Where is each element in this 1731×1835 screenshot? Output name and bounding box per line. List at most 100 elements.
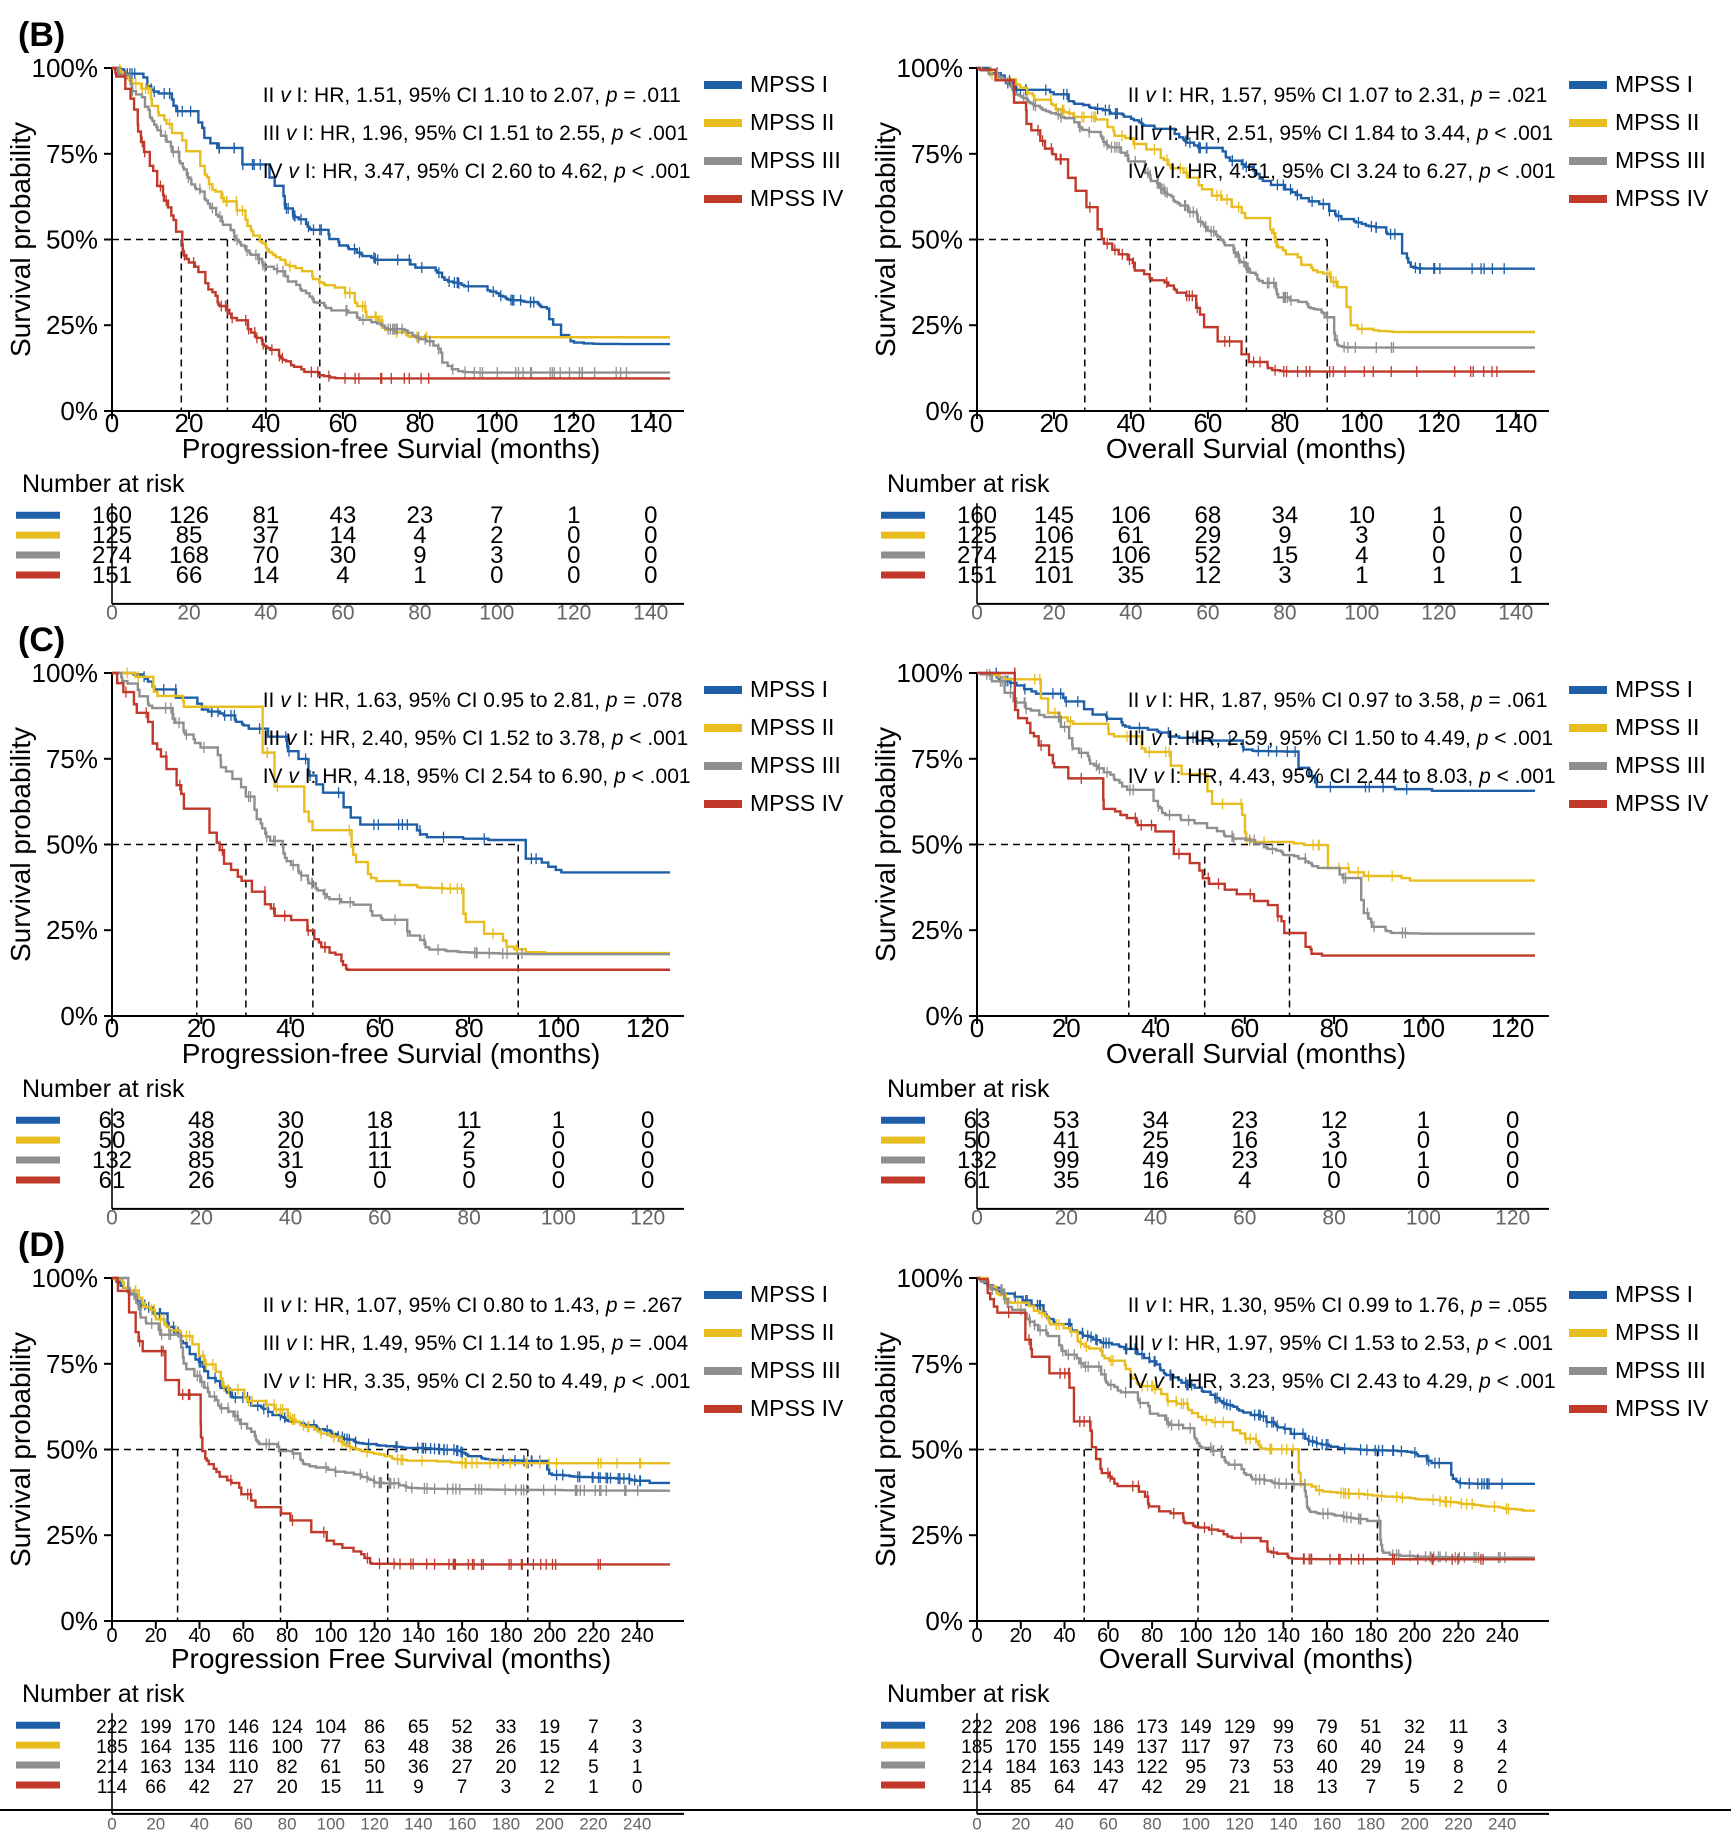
svg-text:MPSS I: MPSS I [750,71,828,97]
svg-text:85: 85 [1010,1777,1031,1798]
svg-text:35: 35 [1053,1167,1080,1194]
svg-text:MPSS IV: MPSS IV [1615,1395,1709,1421]
svg-text:Survival probability: Survival probability [5,727,36,962]
svg-text:III v I: HR, 2.40, 95% CI 1.52: III v I: HR, 2.40, 95% CI 1.52 to 3.78, … [263,727,689,750]
svg-text:134: 134 [184,1757,216,1778]
svg-text:149: 149 [1180,1717,1212,1738]
svg-text:III v I: HR, 1.49, 95% CI 1.14: III v I: HR, 1.49, 95% CI 1.14 to 1.95, … [263,1332,689,1355]
svg-text:20: 20 [145,1625,167,1647]
svg-text:40: 40 [1053,1625,1075,1647]
svg-text:1: 1 [1509,562,1522,589]
svg-text:Survival probability: Survival probability [870,122,901,357]
svg-text:42: 42 [189,1777,210,1798]
svg-text:32: 32 [1404,1717,1425,1738]
svg-text:2: 2 [1453,1777,1464,1798]
svg-text:29: 29 [1185,1777,1206,1798]
svg-text:100%: 100% [897,658,964,688]
svg-text:25%: 25% [911,310,963,340]
svg-text:163: 163 [140,1757,172,1778]
svg-text:0: 0 [567,562,580,589]
svg-text:3: 3 [501,1777,512,1798]
svg-text:14: 14 [253,562,280,589]
svg-text:120: 120 [626,1013,669,1043]
svg-text:MPSS III: MPSS III [750,752,841,778]
svg-text:MPSS I: MPSS I [1615,1281,1693,1307]
svg-text:151: 151 [957,562,997,589]
svg-text:7: 7 [457,1777,468,1798]
svg-text:117: 117 [1181,1737,1211,1758]
svg-text:Number at risk: Number at risk [887,1079,1050,1103]
svg-text:140: 140 [1494,408,1537,438]
svg-text:50%: 50% [911,1435,963,1465]
svg-text:4: 4 [1497,1737,1508,1758]
svg-text:MPSS III: MPSS III [1615,147,1706,173]
svg-text:149: 149 [1092,1737,1124,1758]
svg-text:13: 13 [1317,1777,1338,1798]
svg-text:21: 21 [1229,1777,1250,1798]
svg-text:MPSS III: MPSS III [750,147,841,173]
svg-text:214: 214 [961,1757,993,1778]
svg-text:116: 116 [228,1737,258,1758]
svg-text:III v I: HR, 1.96, 95% CI 1.51: III v I: HR, 1.96, 95% CI 1.51 to 2.55, … [263,122,689,145]
svg-text:60: 60 [1317,1737,1338,1758]
svg-text:75%: 75% [911,744,963,774]
svg-text:19: 19 [539,1717,560,1738]
svg-text:114: 114 [962,1777,993,1798]
svg-text:2: 2 [1497,1757,1508,1778]
svg-text:124: 124 [271,1717,303,1738]
svg-text:Number at risk: Number at risk [22,1684,185,1708]
svg-text:II v I: HR, 1.87, 95% CI 0.97: II v I: HR, 1.87, 95% CI 0.97 to 3.58, p… [1128,689,1548,712]
svg-text:50%: 50% [46,830,98,860]
svg-text:40: 40 [1317,1757,1338,1778]
svg-text:26: 26 [188,1167,215,1194]
svg-text:Overall Survial (months): Overall Survial (months) [1106,433,1406,464]
svg-text:Number at risk: Number at risk [22,474,185,498]
svg-text:11: 11 [365,1777,385,1798]
svg-text:135: 135 [184,1737,216,1758]
svg-text:4: 4 [588,1737,599,1758]
svg-text:186: 186 [1092,1717,1124,1738]
svg-text:0: 0 [373,1167,386,1194]
svg-text:12: 12 [1195,562,1222,589]
svg-text:75%: 75% [46,1349,98,1379]
svg-text:27: 27 [233,1777,254,1798]
svg-text:1: 1 [1432,562,1445,589]
svg-text:73: 73 [1273,1737,1294,1758]
svg-text:199: 199 [140,1717,172,1738]
svg-text:100%: 100% [897,1263,964,1293]
svg-text:52: 52 [452,1717,473,1738]
svg-text:III v I: HR, 1.97, 95% CI 1.53: III v I: HR, 1.97, 95% CI 1.53 to 2.53, … [1128,1332,1554,1355]
svg-text:40: 40 [1360,1737,1381,1758]
svg-text:MPSS IV: MPSS IV [750,1395,844,1421]
svg-text:II v I: HR, 1.07, 95% CI 0.80: II v I: HR, 1.07, 95% CI 0.80 to 1.43, p… [263,1294,683,1317]
svg-text:0: 0 [105,1013,119,1043]
svg-text:5: 5 [588,1757,599,1778]
svg-text:64: 64 [1054,1777,1076,1798]
svg-text:0: 0 [1327,1167,1340,1194]
svg-text:220: 220 [1442,1625,1475,1647]
svg-text:5: 5 [1409,1777,1420,1798]
svg-text:25%: 25% [911,915,963,945]
svg-text:3: 3 [1278,562,1291,589]
svg-text:184: 184 [1005,1757,1037,1778]
svg-text:IV v I: HR, 3.23, 95% CI 2.43: IV v I: HR, 3.23, 95% CI 2.43 to 4.29, p… [1128,1370,1556,1393]
svg-text:0%: 0% [60,396,98,426]
svg-text:0: 0 [644,562,657,589]
svg-text:73: 73 [1229,1757,1250,1778]
svg-text:MPSS I: MPSS I [750,676,828,702]
svg-text:20: 20 [1040,408,1069,438]
svg-text:II v I: HR, 1.51, 95% CI 1.10: II v I: HR, 1.51, 95% CI 1.10 to 2.07, p… [263,84,681,107]
svg-text:2: 2 [544,1777,555,1798]
svg-text:MPSS I: MPSS I [750,1281,828,1307]
svg-text:MPSS III: MPSS III [750,1357,841,1383]
svg-text:Survival probability: Survival probability [870,1332,901,1567]
svg-text:3: 3 [1497,1717,1508,1738]
svg-text:0: 0 [490,562,503,589]
svg-text:18: 18 [1273,1777,1294,1798]
svg-text:Survival probability: Survival probability [5,122,36,357]
svg-text:86: 86 [364,1717,385,1738]
svg-text:0%: 0% [60,1001,98,1031]
svg-text:53: 53 [1273,1757,1294,1778]
svg-text:208: 208 [1005,1717,1037,1738]
svg-text:100%: 100% [32,658,99,688]
